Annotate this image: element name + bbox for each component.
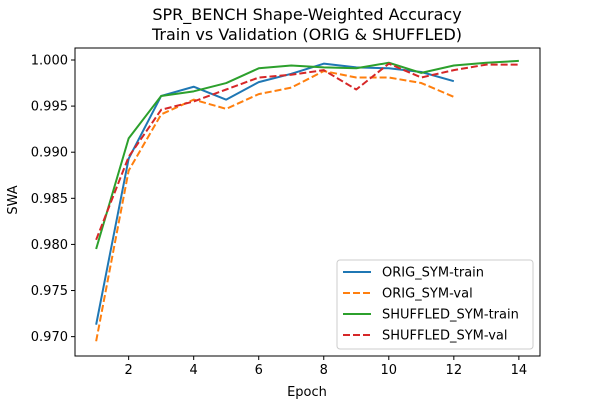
legend-entry-label: ORIG_SYM-train bbox=[382, 266, 484, 281]
chart-title-line-2: Train vs Validation (ORIG & SHUFFLED) bbox=[151, 25, 462, 44]
y-axis-label: SWA bbox=[6, 185, 21, 214]
y-tick-label: 0.985 bbox=[31, 192, 68, 207]
series-line-orig-sym-val bbox=[95, 70, 455, 342]
chart-title-line-1: SPR_BENCH Shape-Weighted Accuracy bbox=[152, 5, 461, 25]
series-line-orig-sym-train bbox=[95, 62, 455, 325]
x-tick-label: 10 bbox=[381, 363, 398, 378]
legend-entry-label: SHUFFLED_SYM-val bbox=[382, 329, 508, 344]
chart-legend: ORIG_SYM-train ORIG_SYM-val SHUFFLED_SYM-t… bbox=[336, 259, 534, 350]
plot-frame bbox=[74, 47, 541, 357]
x-tick-label: 6 bbox=[255, 363, 263, 378]
legend-entry-label: ORIG_SYM-val bbox=[382, 287, 473, 302]
y-tick-label: 0.980 bbox=[31, 238, 68, 253]
x-tick-label: 2 bbox=[125, 363, 133, 378]
x-tick-label: 4 bbox=[190, 363, 198, 378]
x-tick-label: 8 bbox=[320, 363, 328, 378]
y-tick-label: 0.995 bbox=[31, 100, 68, 115]
legend-box bbox=[336, 259, 534, 350]
y-tick-label: 1.000 bbox=[31, 53, 68, 68]
x-axis-label: Epoch bbox=[287, 385, 327, 400]
y-tick-label: 0.970 bbox=[31, 330, 68, 345]
y-tick-label: 0.990 bbox=[31, 146, 68, 161]
series-line-shuffled-sym-val bbox=[95, 62, 519, 241]
legend-entry-label: SHUFFLED_SYM-train bbox=[382, 308, 519, 323]
plot-area: 2 4 6 8 10 12 14 0.970 0.975 0.980 0.985 0.990 0.995… bbox=[31, 47, 541, 378]
x-tick-label: 12 bbox=[446, 363, 463, 378]
y-tick-label: 0.975 bbox=[31, 284, 68, 299]
x-tick-label: 14 bbox=[511, 363, 528, 378]
series-line-shuffled-sym-train bbox=[95, 59, 519, 250]
